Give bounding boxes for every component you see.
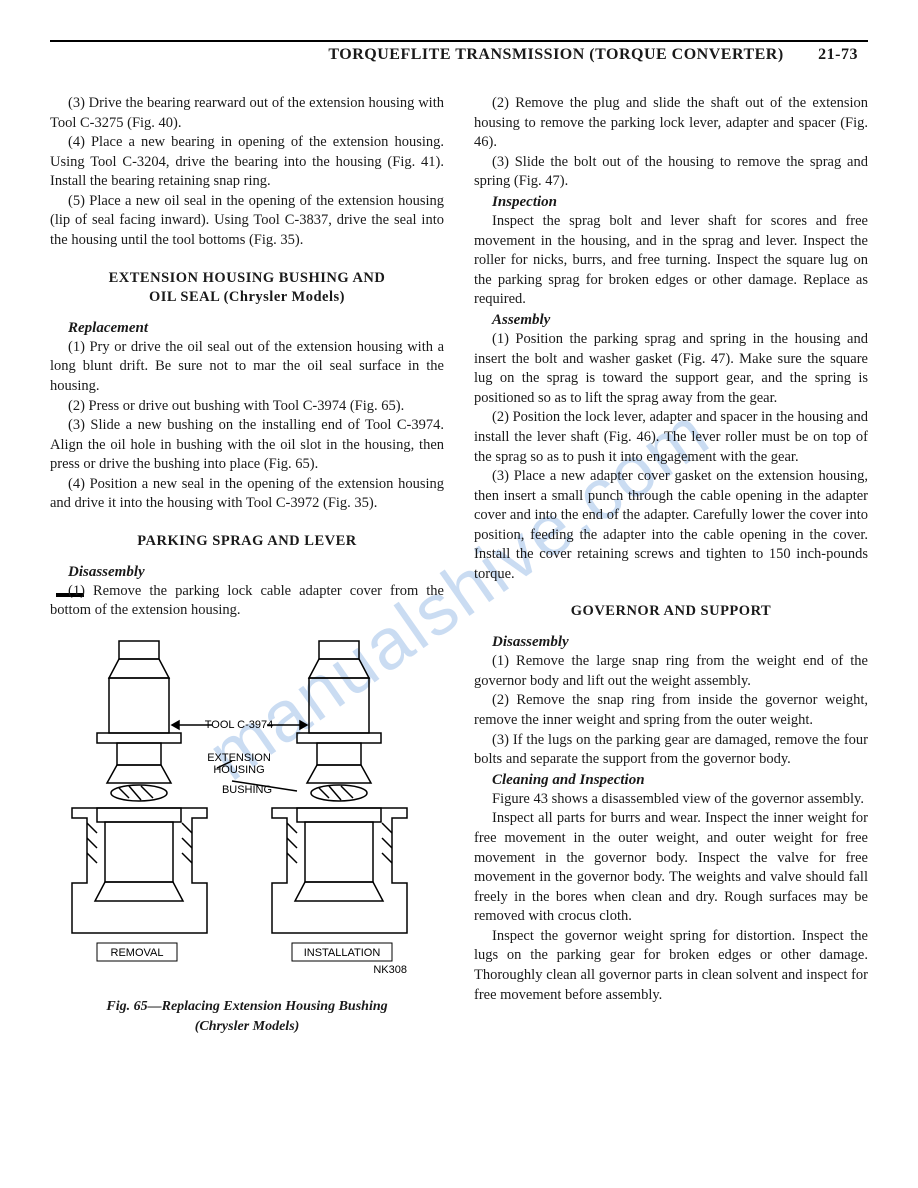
sub-heading: Assembly [474, 310, 868, 330]
diagram-label-removal: REMOVAL [111, 947, 164, 959]
body-paragraph: (2) Press or drive out bushing with Tool… [50, 397, 444, 417]
body-paragraph: (3) Slide a new bushing on the installin… [50, 416, 444, 475]
diagram-label-ext: EXTENSION [207, 752, 271, 764]
sub-heading: Disassembly [50, 562, 444, 582]
section-heading: GOVERNOR AND SUPPORT [474, 602, 868, 622]
body-paragraph: (3) If the lugs on the parking gear are … [474, 731, 868, 770]
body-paragraph: Inspect the sprag bolt and lever shaft f… [474, 212, 868, 310]
body-paragraph: (2) Remove the plug and slide the shaft … [474, 94, 868, 153]
body-paragraph: (2) Remove the snap ring from inside the… [474, 691, 868, 730]
caption-line: Fig. 65—Replacing Extension Housing Bush… [106, 999, 387, 1014]
page-number: 21-73 [818, 46, 858, 63]
body-paragraph: Inspect the governor weight spring for d… [474, 927, 868, 1005]
body-paragraph: (3) Slide the bolt out of the housing to… [474, 153, 868, 192]
body-paragraph: (2) Position the lock lever, adapter and… [474, 408, 868, 467]
sub-heading: Replacement [50, 318, 444, 338]
page-content: TORQUEFLITE TRANSMISSION (TORQUE CONVERT… [0, 40, 918, 1037]
body-paragraph: (5) Place a new oil seal in the opening … [50, 192, 444, 251]
left-column: (3) Drive the bearing rearward out of th… [50, 94, 444, 1037]
sub-heading: Disassembly [474, 632, 868, 652]
bushing-diagram: TOOL C-3974 EXTENSION HOUSING BUSHING RE… [67, 633, 427, 983]
diagram-label-code: NK308 [373, 964, 407, 976]
header-title: TORQUEFLITE TRANSMISSION (TORQUE CONVERT… [328, 46, 783, 63]
two-column-layout: (3) Drive the bearing rearward out of th… [50, 94, 868, 1037]
body-paragraph: (4) Position a new seal in the opening o… [50, 475, 444, 514]
diagram-label-housing: HOUSING [213, 764, 264, 776]
header-divider [50, 40, 868, 42]
diagram-label-tool: TOOL C-3974 [205, 719, 273, 731]
figure-caption: Fig. 65—Replacing Extension Housing Bush… [50, 997, 444, 1036]
body-paragraph: Figure 43 shows a disassembled view of t… [474, 790, 868, 810]
body-paragraph: (3) Drive the bearing rearward out of th… [50, 94, 444, 133]
diagram-label-installation: INSTALLATION [304, 947, 381, 959]
right-column: (2) Remove the plug and slide the shaft … [474, 94, 868, 1037]
section-heading: PARKING SPRAG AND LEVER [50, 532, 444, 552]
page-header: TORQUEFLITE TRANSMISSION (TORQUE CONVERT… [50, 46, 868, 64]
body-paragraph: (1) Remove the parking lock cable adapte… [50, 582, 444, 621]
caption-line: (Chrysler Models) [195, 1019, 300, 1034]
body-paragraph: (1) Pry or drive the oil seal out of the… [50, 338, 444, 397]
figure-65: TOOL C-3974 EXTENSION HOUSING BUSHING RE… [50, 633, 444, 1037]
body-paragraph: (1) Remove the large snap ring from the … [474, 652, 868, 691]
body-paragraph: (4) Place a new bearing in opening of th… [50, 133, 444, 192]
body-paragraph: Inspect all parts for burrs and wear. In… [474, 809, 868, 926]
sub-heading: Cleaning and Inspection [474, 770, 868, 790]
heading-line: EXTENSION HOUSING BUSHING AND [109, 270, 386, 286]
section-heading: EXTENSION HOUSING BUSHING AND OIL SEAL (… [50, 269, 444, 308]
heading-line: OIL SEAL (Chrysler Models) [149, 289, 345, 305]
sub-heading: Inspection [474, 192, 868, 212]
diagram-label-bushing: BUSHING [222, 784, 272, 796]
body-paragraph: (3) Place a new adapter cover gasket on … [474, 467, 868, 584]
body-paragraph: (1) Position the parking sprag and sprin… [474, 330, 868, 408]
